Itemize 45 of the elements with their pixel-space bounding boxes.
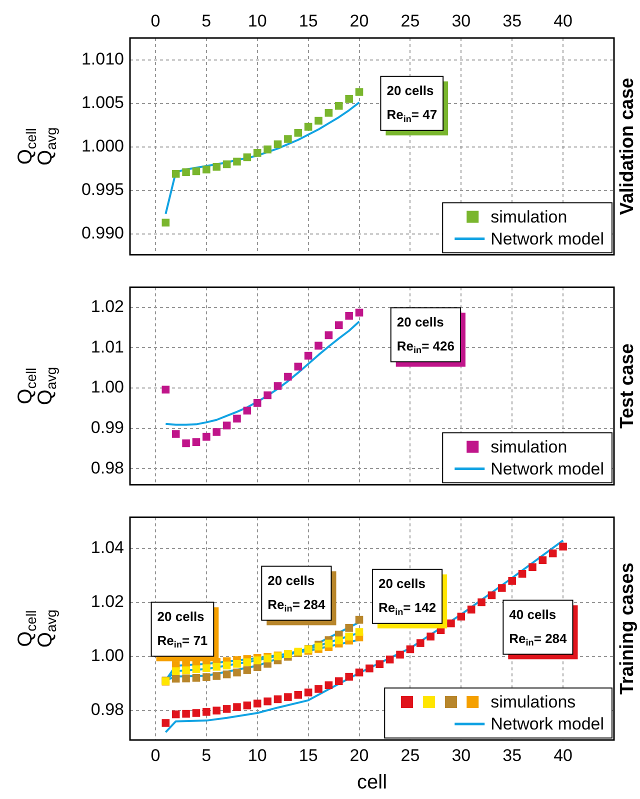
x-tick-label: 30 [452, 746, 471, 765]
x-tick-label: 0 [150, 11, 160, 30]
y-axis-title: Qcell Qavg [14, 127, 59, 166]
y-tick-label: 1.02 [90, 592, 124, 611]
x-axis-title: cell [356, 772, 388, 794]
x-tick-label: 35 [502, 11, 522, 30]
x-tick-label: 15 [298, 746, 318, 765]
y-tick-label: 1.005 [81, 92, 124, 112]
y-axis-title: Qcell Qavg [14, 366, 59, 406]
x-tick-label: 20 [350, 746, 369, 765]
legend-label: Network model [490, 714, 604, 734]
x-tick-label: 20 [350, 11, 369, 30]
legend-label: Network model [490, 229, 604, 248]
text: Test case [617, 343, 638, 429]
y-tick-label: 1.01 [90, 337, 124, 356]
legend-label: Network model [490, 459, 604, 478]
x-tick-label: 30 [452, 11, 471, 30]
y-tick-label: 1.00 [90, 646, 124, 665]
x-tick-label: 0 [150, 746, 160, 765]
y-tick-label: 0.98 [90, 458, 124, 478]
y-tick-label: 1.010 [81, 49, 124, 68]
x-tick-label: 25 [400, 746, 420, 765]
x-tick-label: 25 [400, 11, 420, 30]
x-tick-label: 5 [202, 746, 212, 765]
x-tick-label: 15 [298, 11, 318, 30]
legend-label: simulation [490, 207, 568, 226]
x-tick-label: 10 [248, 11, 267, 30]
y-axis-title: Qcell Qavg [14, 610, 59, 648]
y-tick-label: 0.99 [90, 418, 124, 438]
text: Training cases [617, 562, 638, 695]
x-tick-label: 10 [248, 746, 267, 765]
y-tick-label: 0.98 [90, 700, 124, 719]
legend-label: simulations [490, 692, 576, 712]
x-tick-label: 5 [202, 11, 212, 30]
y-tick-label: 0.995 [81, 180, 124, 200]
x-tick-label: 40 [554, 11, 573, 30]
y-tick-label: 1.00 [90, 378, 124, 397]
legend-label: simulation [490, 437, 568, 456]
y-tick-label: 1.04 [90, 538, 124, 557]
x-tick-label: 35 [502, 746, 522, 765]
y-tick-label: 1.000 [81, 136, 124, 156]
y-tick-label: 1.02 [90, 297, 124, 316]
text: Validation case [617, 78, 638, 216]
x-tick-label: 40 [554, 746, 573, 765]
y-tick-label: 0.990 [81, 224, 124, 243]
